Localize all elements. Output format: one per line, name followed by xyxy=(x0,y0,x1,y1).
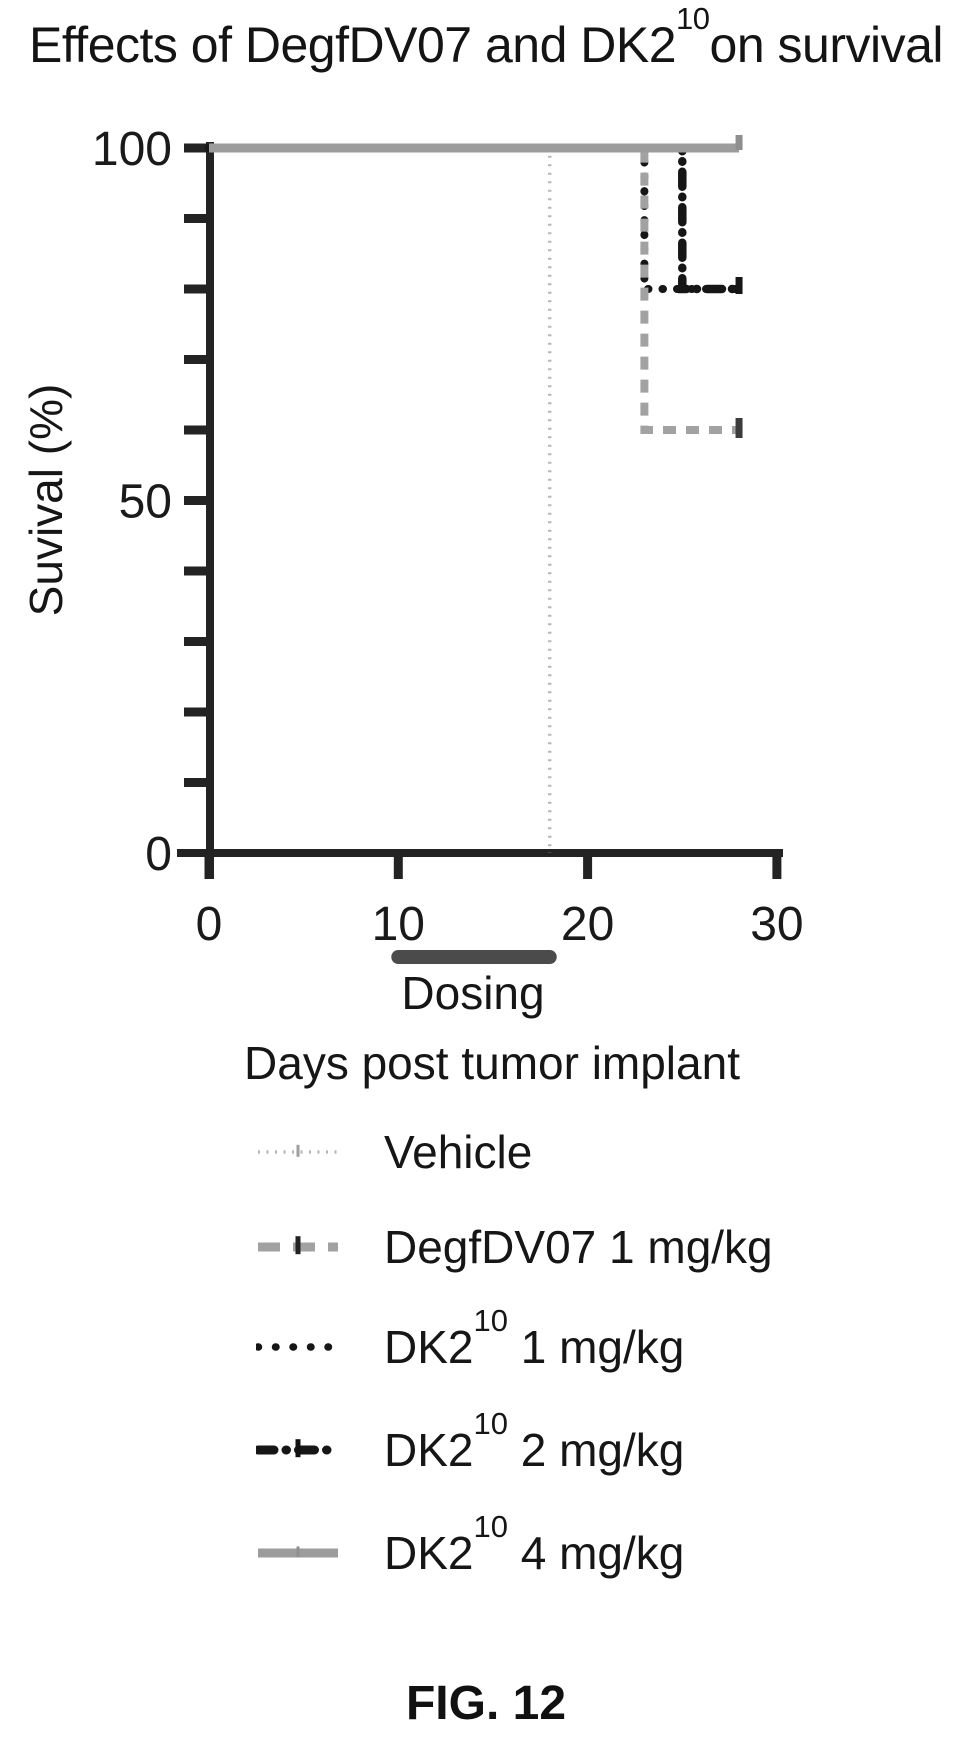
y-tick-label: 50 xyxy=(119,476,172,529)
legend-label: DegfDV07 1 mg/kg xyxy=(384,1221,773,1273)
chart-title-superscript: 10 xyxy=(676,0,710,36)
legend-marker-vehicle xyxy=(258,1144,338,1157)
series-line-degfdv07-1-mg-kg xyxy=(209,144,739,434)
legend-item-dk210-4mgkg: DK210 4 mg/kg xyxy=(256,1509,685,1581)
x-tick-label: 20 xyxy=(561,898,614,951)
y-tick-label: 100 xyxy=(92,123,172,176)
legend-marker-dk210-4mgkg xyxy=(258,1546,338,1558)
series-line-dk2-10-2-mg-kg xyxy=(204,143,744,294)
chart-title-suffix: on survival xyxy=(709,17,944,73)
legend-item-degfdv07-1mgkg: DegfDV07 1 mg/kg xyxy=(256,1219,773,1275)
legend-marker-dk210-2mgkg xyxy=(256,1439,340,1458)
legend-label: DK210 4 mg/kg xyxy=(384,1509,685,1579)
chart-title: Effects of DegfDV07 and DK210on survival xyxy=(0,3,972,74)
chart-title-text: Effects of DegfDV07 and DK2 xyxy=(28,17,677,73)
y-tick-label: 0 xyxy=(145,828,172,881)
figure-caption: FIG. 12 xyxy=(405,1677,567,1730)
dosing-label: Dosing xyxy=(401,967,545,1019)
legend-item-dk210-1mgkg: DK210 1 mg/kg xyxy=(256,1303,685,1375)
x-tick-label: 10 xyxy=(372,898,425,951)
x-tick-label: 30 xyxy=(750,898,803,951)
y-axis-label: Suvival (%) xyxy=(20,383,72,617)
legend-marker-dk210-1mgkg xyxy=(256,1343,340,1351)
legend-item-vehicle: Vehicle xyxy=(256,1124,532,1180)
legend-label: DK210 2 mg/kg xyxy=(384,1406,685,1476)
x-axis-label: Days post tumor implant xyxy=(244,1037,740,1089)
series-line-dk2-10-1-mg-kg xyxy=(205,144,743,293)
legend-item-dk210-2mgkg: DK210 2 mg/kg xyxy=(256,1406,685,1478)
legend-label: DK210 1 mg/kg xyxy=(384,1303,685,1373)
x-tick-label: 0 xyxy=(196,898,223,951)
legend-marker-degfdv07-1mgkg xyxy=(258,1236,338,1255)
series-line-vehicle xyxy=(209,146,552,853)
legend-label: Vehicle xyxy=(384,1126,533,1178)
